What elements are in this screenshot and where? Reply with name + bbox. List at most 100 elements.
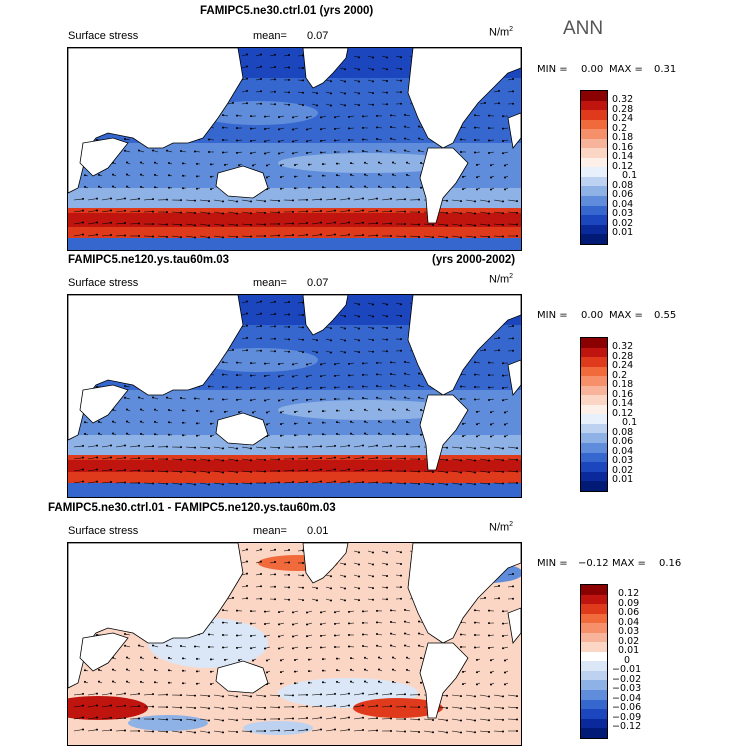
stress-vector-head [487, 447, 490, 450]
stress-vector-head [294, 434, 297, 437]
stress-vector-head [399, 562, 402, 565]
stress-vector-head [371, 56, 374, 59]
stress-vector-head [333, 386, 336, 389]
stress-vector [199, 199, 210, 202]
stress-vector-head [497, 349, 500, 352]
stress-vector-head [138, 222, 141, 225]
stress-vector [171, 730, 182, 733]
stress-vector [339, 693, 350, 696]
stress-vector [241, 446, 252, 449]
stress-vector-head [489, 188, 492, 191]
stress-vector-head [274, 65, 277, 68]
stress-vector-head [515, 211, 518, 214]
stress-vector-head [264, 152, 267, 155]
stress-vector-head [123, 456, 126, 459]
stress-vector-head [349, 162, 352, 165]
stress-vector [479, 694, 490, 697]
stress-vector-head [333, 456, 336, 459]
panel-2-variable: Surface stress [68, 277, 139, 289]
stress-vector-head [357, 563, 360, 566]
stress-vector-head [264, 706, 267, 709]
stress-vector-head [347, 692, 350, 695]
stress-vector-head [210, 670, 213, 673]
stress-vector [437, 223, 448, 226]
stress-vector-head [236, 139, 239, 142]
stress-vector [101, 445, 112, 448]
stress-vector-head [278, 635, 281, 638]
stress-vector [507, 199, 518, 202]
stress-vector-head [329, 327, 332, 330]
stress-vector-head [363, 680, 366, 683]
stress-vector-head [97, 680, 100, 683]
stress-vector-head [361, 150, 364, 153]
stress-vector-head [306, 635, 309, 638]
stress-vector-head [180, 706, 183, 709]
stress-vector [325, 481, 336, 484]
stress-vector-head [405, 420, 408, 423]
stress-vector-head [459, 138, 462, 141]
panel-2-title: FAMIPC5.ne120.ys.tau60m.03 [68, 254, 230, 266]
stress-vector-head [306, 445, 309, 448]
stress-vector-head [487, 609, 490, 612]
stress-vector-head [403, 372, 406, 375]
stress-vector-head [306, 387, 309, 390]
stress-vector-head [266, 671, 269, 674]
stress-vector-head [222, 200, 225, 203]
stress-vector-head [278, 611, 281, 614]
stress-vector-head [182, 434, 185, 437]
stress-vector-head [347, 468, 350, 471]
stress-vector-head [333, 139, 336, 142]
stress-vector-head [501, 447, 504, 450]
stress-vector-head [363, 161, 366, 164]
stress-vector [311, 199, 322, 201]
stress-vector [255, 706, 266, 709]
stress-vector-head [403, 125, 406, 128]
stress-vector-head [125, 161, 128, 164]
stress-vector-head [357, 587, 360, 590]
stress-vector-head [222, 471, 225, 474]
stress-vector-head [274, 325, 277, 328]
stress-vector-head [389, 692, 392, 695]
stress-vector-head [475, 683, 478, 686]
stress-vector-head [168, 161, 171, 164]
stress-vector-head [208, 633, 211, 636]
stress-vector [423, 470, 434, 473]
stress-vector-head [194, 212, 197, 215]
stress-vector-head [487, 471, 490, 474]
stress-vector-head [361, 209, 364, 212]
stress-vector-head [123, 704, 126, 707]
stress-vector-head [246, 300, 249, 303]
stress-vector-head [138, 729, 141, 732]
stress-vector-head [417, 445, 420, 448]
panel-3-mean-value: 0.01 [307, 525, 329, 537]
stress-vector-head [389, 632, 392, 635]
stress-vector-head [333, 444, 336, 447]
stress-vector-head [511, 337, 514, 340]
stress-vector [367, 730, 378, 732]
stress-vector-head [111, 432, 114, 435]
stress-vector-head [274, 300, 277, 303]
stress-vector-head [302, 66, 305, 69]
stress-vector-head [389, 361, 392, 364]
stress-vector-head [501, 647, 504, 650]
stress-vector [73, 693, 84, 696]
stress-vector [465, 482, 476, 485]
panel-2-colorbar-labels: 0.32 0.28 0.24 0.2 0.18 0.16 0.14 0.12 0… [612, 337, 652, 497]
stress-vector-head [489, 423, 492, 426]
stress-vector-head [194, 224, 197, 227]
stress-vector-head [377, 668, 380, 671]
panel-1-units: N/m2 [489, 26, 514, 39]
stress-vector-head [208, 731, 211, 734]
panel-1-cbar-label: 0.16 [612, 141, 634, 153]
panel-2-units: N/m2 [489, 273, 514, 286]
stress-vector-head [278, 446, 281, 449]
stress-vector-head [123, 444, 126, 447]
stress-vector-head [357, 68, 360, 71]
stress-vector-head [347, 197, 350, 200]
stress-vector-head [166, 235, 169, 238]
stress-vector-head [292, 199, 295, 202]
stress-vector-head [140, 173, 143, 176]
stress-vector [241, 718, 252, 721]
stress-vector-head [250, 200, 253, 203]
stress-vector-head [266, 423, 269, 426]
